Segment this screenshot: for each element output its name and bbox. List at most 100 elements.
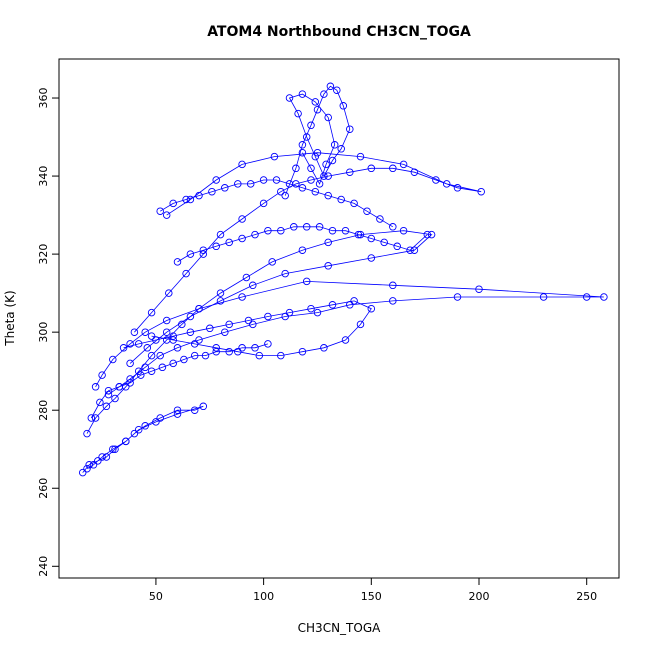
data-point <box>238 215 246 223</box>
data-point <box>122 437 130 446</box>
data-point <box>453 184 462 192</box>
x-axis-label: CH3CN_TOGA <box>298 621 381 635</box>
data-point <box>313 308 322 317</box>
data-point <box>255 351 264 360</box>
data-point <box>307 164 315 173</box>
data-point <box>389 223 397 231</box>
data-point <box>89 461 98 469</box>
x-tick-label: 200 <box>469 590 490 603</box>
data-point <box>324 262 332 270</box>
data-point <box>137 371 145 379</box>
data-point <box>259 199 268 208</box>
data-point <box>356 320 365 329</box>
data-point <box>298 184 307 192</box>
data-point <box>134 340 143 348</box>
data-point <box>134 367 143 375</box>
y-tick-label: 360 <box>37 88 50 109</box>
data-point <box>91 414 100 422</box>
data-point <box>158 363 167 372</box>
data-point <box>399 160 408 169</box>
data-point <box>315 180 324 188</box>
data-point <box>206 324 214 333</box>
data-point <box>169 199 177 208</box>
data-point <box>85 461 93 469</box>
data-point <box>156 207 164 215</box>
data-point <box>244 316 253 325</box>
x-tick-label: 100 <box>253 590 274 603</box>
data-point <box>190 406 199 414</box>
data-point <box>380 238 388 247</box>
data-point <box>249 320 257 329</box>
series-line <box>134 152 482 333</box>
data-point <box>111 445 119 453</box>
data-point <box>376 215 384 223</box>
data-point <box>109 355 117 364</box>
data-point <box>281 191 289 200</box>
y-tick-label: 260 <box>37 478 50 499</box>
data-point <box>389 281 397 290</box>
data-point <box>324 172 332 180</box>
data-point <box>134 425 143 434</box>
data-point <box>119 344 128 352</box>
series-line <box>159 179 394 228</box>
data-point <box>341 336 350 344</box>
data-point <box>328 156 337 165</box>
data-point <box>126 379 134 387</box>
data-point <box>324 113 332 122</box>
data-point <box>326 82 335 91</box>
data-point <box>83 464 91 473</box>
data-point <box>147 351 156 360</box>
data-point <box>328 226 337 235</box>
data-point <box>104 386 113 395</box>
y-tick-label: 320 <box>37 244 50 265</box>
data-point <box>354 230 363 239</box>
data-point <box>225 347 233 356</box>
data-point <box>238 293 246 301</box>
data-point <box>427 230 436 239</box>
x-tick-label: 250 <box>576 590 597 603</box>
data-point <box>539 293 548 301</box>
data-point <box>475 285 483 293</box>
data-point <box>367 234 376 243</box>
data-point <box>328 301 337 309</box>
data-point <box>302 277 311 286</box>
data-point <box>169 332 177 340</box>
data-point <box>199 246 208 254</box>
data-point <box>367 164 376 173</box>
data-point <box>298 141 307 149</box>
chart-title: ATOM4 Northbound CH3CN_TOGA <box>207 24 471 40</box>
data-point <box>307 121 315 130</box>
data-point <box>432 176 440 184</box>
data-point <box>162 316 171 325</box>
data-point <box>251 344 259 352</box>
y-tick-label: 280 <box>37 400 50 421</box>
data-point <box>216 230 225 239</box>
data-point <box>313 105 322 114</box>
data-point <box>91 383 100 391</box>
data-point <box>238 160 246 169</box>
data-point <box>126 375 134 383</box>
data-point <box>302 133 311 141</box>
data-point <box>173 344 182 352</box>
data-point <box>94 457 102 465</box>
y-axis-label: Theta (K) <box>3 290 17 346</box>
data-point <box>600 293 608 301</box>
data-point <box>277 187 285 196</box>
data-point <box>147 308 156 317</box>
data-point <box>311 152 320 161</box>
series-line <box>123 300 372 357</box>
data-point <box>324 191 332 200</box>
data-point <box>423 230 432 239</box>
y-tick-label: 300 <box>37 322 50 343</box>
data-point <box>320 172 328 180</box>
data-point <box>285 180 294 188</box>
data-point <box>195 336 203 344</box>
data-point <box>186 250 195 258</box>
data-point <box>406 246 414 254</box>
data-point <box>182 269 190 278</box>
data-point <box>393 242 401 251</box>
data-point <box>350 199 358 208</box>
data-point <box>173 410 182 418</box>
data-point <box>337 145 345 153</box>
